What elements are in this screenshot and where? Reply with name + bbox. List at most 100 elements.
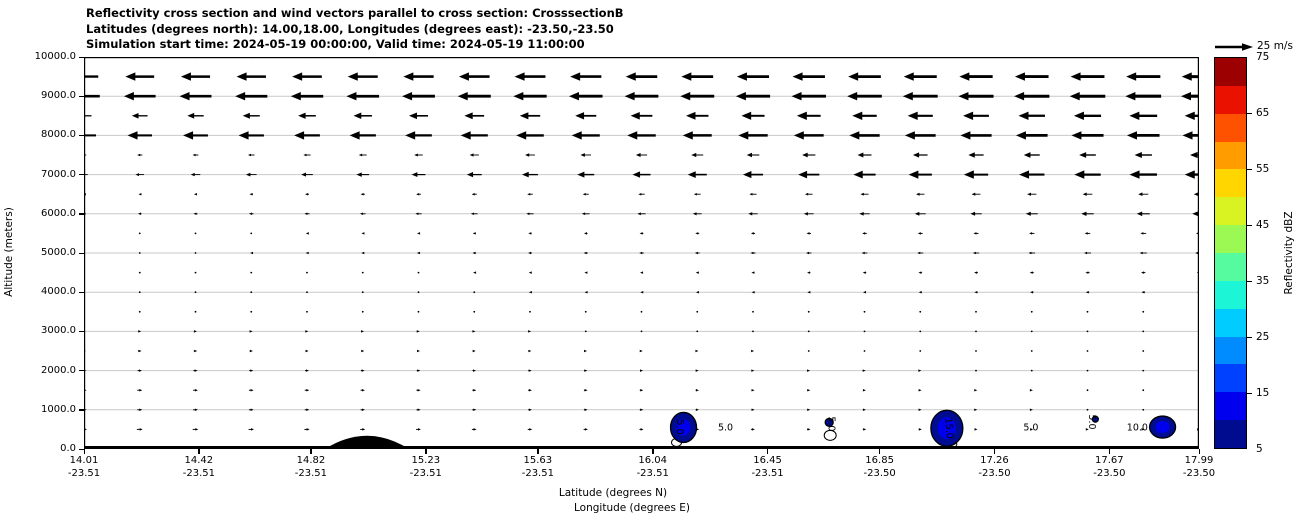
wind-arrow-head <box>356 172 362 177</box>
wind-arrow-head <box>584 408 588 412</box>
wind-dot <box>473 291 476 294</box>
x-tick-longitude: -23.50 <box>1182 467 1216 479</box>
y-tick-label: 5000.0 <box>41 247 76 258</box>
wind-arrow-head <box>581 212 586 216</box>
contour-label: 5.0 <box>718 423 733 434</box>
wind-arrow-head <box>135 173 140 177</box>
colorbar-segment <box>1215 225 1246 254</box>
x-tick-longitude: -23.50 <box>1093 467 1126 479</box>
wind-dot <box>529 310 531 313</box>
y-tick-label: 10000.0 <box>34 51 76 62</box>
x-tick-mark <box>310 449 312 454</box>
wind-arrow-head <box>568 92 579 101</box>
wind-arrow-head <box>1126 131 1137 140</box>
wind-arrow-head <box>908 170 919 179</box>
colorbar-tick-label: 65 <box>1256 107 1270 119</box>
colorbar-tick-mark <box>1247 224 1252 226</box>
wind-arrow-head <box>526 212 530 216</box>
wind-arrow-head <box>751 369 755 372</box>
colorbar-tick-mark <box>1247 392 1252 394</box>
wind-arrow-head <box>361 232 365 235</box>
x-tick-label: 16.85 -23.50 <box>864 455 896 480</box>
wind-arrow-head <box>361 349 365 353</box>
colorbar-segment <box>1215 169 1246 198</box>
x-tick-longitude: -23.51 <box>294 467 328 479</box>
wind-arrow-head <box>1030 428 1034 431</box>
wind-dot <box>250 310 253 313</box>
wind-arrow-head <box>458 72 469 81</box>
wind-arrow-head <box>918 428 922 431</box>
x-tick-latitude: 15.23 <box>411 455 441 466</box>
wind-arrow-head <box>416 349 420 353</box>
x-tick-longitude: -23.50 <box>978 467 1011 479</box>
wind-dot <box>1142 310 1145 313</box>
wind-arrow-head <box>528 232 532 235</box>
wind-arrow-head <box>571 131 582 140</box>
wind-dot <box>1142 369 1145 372</box>
y-tick-mark <box>79 213 84 215</box>
wind-arrow-head <box>1184 111 1195 120</box>
wind-arrow-head <box>861 251 865 255</box>
wind-arrow-head <box>358 153 363 157</box>
wind-arrow-head <box>862 232 866 235</box>
wind-arrow-head <box>353 112 362 120</box>
colorbar-tick-label: 25 <box>1256 331 1270 343</box>
wind-arrow-head <box>682 131 693 140</box>
wind-arrow-head <box>416 251 420 255</box>
wind-arrow-head <box>695 369 699 372</box>
wind-dot <box>250 271 253 274</box>
wind-dot <box>640 310 643 313</box>
wind-arrow-head <box>807 408 811 412</box>
wind-dot <box>1030 350 1033 352</box>
y-tick-mark <box>79 56 84 58</box>
wind-arrow-head <box>238 131 249 140</box>
wind-arrow-head <box>640 388 644 392</box>
colorbar-tick-label: 35 <box>1256 275 1270 287</box>
wind-arrow-head <box>972 251 976 255</box>
wind-arrow-head <box>1141 428 1145 431</box>
wind-arrow-head <box>695 271 699 274</box>
x-axis-label-longitude: Longitude (degrees E) <box>574 502 690 514</box>
wind-arrow-head <box>1085 290 1089 294</box>
reflectivity-contour-ring <box>823 429 837 441</box>
wind-arrow-head <box>528 408 532 412</box>
wind-arrow-head <box>127 131 138 140</box>
wind-arrow-head <box>583 232 587 235</box>
wind-arrow-head <box>298 112 306 119</box>
wind-arrow-head <box>360 192 364 196</box>
wind-arrow-head <box>639 232 643 235</box>
wind-arrow-head <box>303 153 307 157</box>
wind-dot <box>975 350 977 352</box>
wind-arrow-head <box>848 72 859 81</box>
wind-arrow-head <box>306 408 310 412</box>
wind-arrow-head <box>639 251 643 255</box>
wind-arrow-head <box>917 251 921 255</box>
x-tick-longitude: -23.51 <box>409 467 442 479</box>
wind-arrow-head <box>1181 72 1192 81</box>
wind-arrow-head <box>630 111 640 120</box>
wind-arrow-head <box>464 112 473 120</box>
wind-arrow-head <box>584 349 588 353</box>
wind-dot <box>306 310 308 313</box>
wind-arrow-head <box>417 428 421 431</box>
wind-arrow-head <box>137 153 141 157</box>
wind-arrow-head <box>640 290 644 294</box>
wind-arrow-head <box>691 152 697 158</box>
wind-arrow-head <box>417 388 421 392</box>
wind-arrow-head <box>292 72 303 81</box>
contour-label: 5.0 <box>674 419 685 434</box>
wind-dot <box>138 310 141 313</box>
colorbar-tick-label: 15 <box>1256 387 1270 399</box>
wind-dot <box>863 330 866 333</box>
wind-arrow-head <box>362 428 366 431</box>
wind-arrow-head <box>695 388 699 392</box>
wind-arrow-head <box>638 192 642 196</box>
wind-dot <box>807 350 810 352</box>
wind-arrow-head <box>904 131 915 140</box>
wind-arrow-head <box>249 349 253 353</box>
wind-arrow-head <box>959 72 970 81</box>
wind-arrow-head <box>1019 170 1030 179</box>
wind-arrow-head <box>1070 72 1081 81</box>
wind-dot <box>975 310 977 313</box>
wind-arrow-head <box>471 192 475 196</box>
